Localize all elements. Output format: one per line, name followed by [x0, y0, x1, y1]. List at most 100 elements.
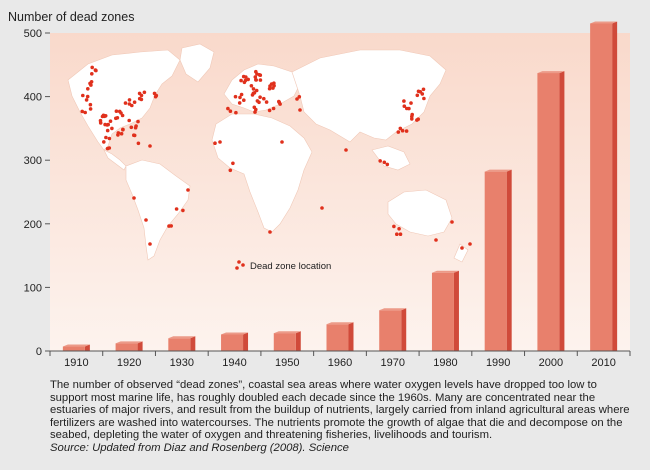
dead-zone-dot — [213, 141, 217, 145]
dead-zone-dot — [114, 109, 119, 113]
dead-zone-dot — [88, 107, 93, 111]
dead-zone-dot — [102, 140, 106, 144]
bar — [273, 331, 301, 351]
bar-front — [221, 334, 244, 351]
bar — [590, 21, 618, 352]
dead-zone-dot — [103, 122, 107, 127]
dead-zone-dot — [267, 86, 272, 91]
bar-top — [590, 21, 618, 24]
dead-zone-dot — [237, 101, 242, 105]
dead-zone-dot — [84, 98, 89, 102]
y-axis: 0 100 200 300 400 500 — [24, 28, 50, 358]
dead-zone-dot — [468, 242, 472, 246]
dead-zone-dot — [254, 88, 259, 93]
bar-side — [243, 332, 249, 351]
chart-title: Number of dead zones — [8, 10, 134, 24]
x-tick-label: 1990 — [486, 357, 510, 369]
y-tick-label: 200 — [24, 219, 42, 231]
bar-top — [326, 322, 354, 325]
dead-zone-dot — [249, 84, 254, 88]
bar-side — [190, 336, 196, 351]
dead-zone-dot — [116, 131, 121, 135]
bar-top — [115, 341, 143, 344]
x-tick-label: 1940 — [222, 357, 246, 369]
dead-zone-dot — [93, 68, 98, 72]
dead-zone-dot — [142, 90, 147, 95]
dead-zone-dot — [271, 86, 275, 90]
bar-side — [84, 344, 90, 351]
bar-top — [168, 336, 196, 339]
dead-zone-dot — [239, 78, 243, 83]
dead-zone-dot — [398, 232, 403, 236]
dead-zone-dot — [395, 232, 399, 236]
x-tick-label: 1970 — [380, 357, 404, 369]
bar-front — [431, 272, 454, 351]
land-south-america — [125, 159, 191, 261]
bar-front — [484, 171, 507, 351]
bars — [62, 21, 618, 352]
x-tick-label: 1960 — [328, 357, 352, 369]
dead-zone-dot — [252, 91, 257, 95]
dead-zone-dot — [262, 96, 266, 101]
bar-front — [590, 23, 613, 352]
dead-zone-dot — [81, 93, 85, 98]
dead-zone-dot — [144, 218, 148, 222]
bar-top — [431, 270, 459, 273]
dead-zone-dot — [80, 109, 84, 114]
bar-front — [379, 310, 402, 351]
dead-zone-dot — [297, 95, 302, 99]
land-africa — [211, 113, 313, 233]
land-greenland — [179, 43, 215, 83]
dead-zone-dot — [115, 116, 120, 120]
bar-front — [115, 343, 138, 351]
dead-zone-dot — [460, 246, 464, 250]
dead-zone-dot — [228, 109, 233, 113]
legend-dot — [235, 266, 239, 270]
bar-top — [221, 332, 249, 335]
dead-zone-dot — [415, 118, 419, 122]
land-central-america — [103, 149, 127, 171]
dead-zone-dot — [137, 91, 142, 96]
dead-zone-dot — [422, 96, 426, 101]
dead-zone-dot — [396, 130, 401, 134]
dead-zone-dot — [344, 148, 348, 152]
dead-zone-dot — [85, 94, 90, 99]
dead-zone-dot — [278, 102, 282, 106]
bar-top — [273, 331, 301, 334]
dead-zone-dot — [152, 91, 157, 96]
x-tick-label: 2000 — [539, 357, 563, 369]
dead-zone-dot — [132, 133, 136, 137]
dead-zone-dot — [415, 93, 420, 98]
bar-side — [295, 331, 301, 351]
dead-zones-chart: 0 100 200 300 400 500 1910 1920 1930 1940 1950 196… — [8, 10, 631, 369]
bar-front — [326, 324, 349, 351]
land-southeast-asia — [371, 145, 411, 171]
bar — [62, 344, 90, 351]
bar-front — [62, 346, 85, 351]
x-tick-label: 2010 — [591, 357, 615, 369]
land-new-zealand — [453, 243, 469, 263]
bar — [168, 336, 196, 351]
dead-zone-dot — [410, 117, 414, 121]
bar-front — [537, 73, 560, 352]
x-tick-label: 1920 — [117, 357, 141, 369]
dead-zone-dot — [181, 208, 185, 213]
land-australia — [387, 189, 453, 237]
dead-zone-dot — [264, 100, 269, 104]
dead-zone-dot — [123, 101, 128, 105]
dead-zone-dot — [258, 73, 263, 77]
dead-zone-dot — [100, 114, 105, 119]
dead-zone-dots — [80, 65, 472, 250]
dead-zone-dot — [132, 196, 136, 200]
dead-zone-dot — [107, 136, 112, 141]
dead-zone-dot — [272, 81, 276, 85]
bar — [484, 169, 512, 351]
dead-zone-dot — [252, 105, 257, 110]
dead-zone-dot — [254, 78, 258, 82]
dead-zone-dot — [127, 102, 132, 106]
dead-zone-dot — [268, 230, 272, 234]
bar-top — [62, 344, 90, 347]
dead-zone-dot — [268, 84, 272, 88]
dead-zone-dot — [127, 98, 132, 102]
dead-zone-dot — [88, 102, 93, 107]
